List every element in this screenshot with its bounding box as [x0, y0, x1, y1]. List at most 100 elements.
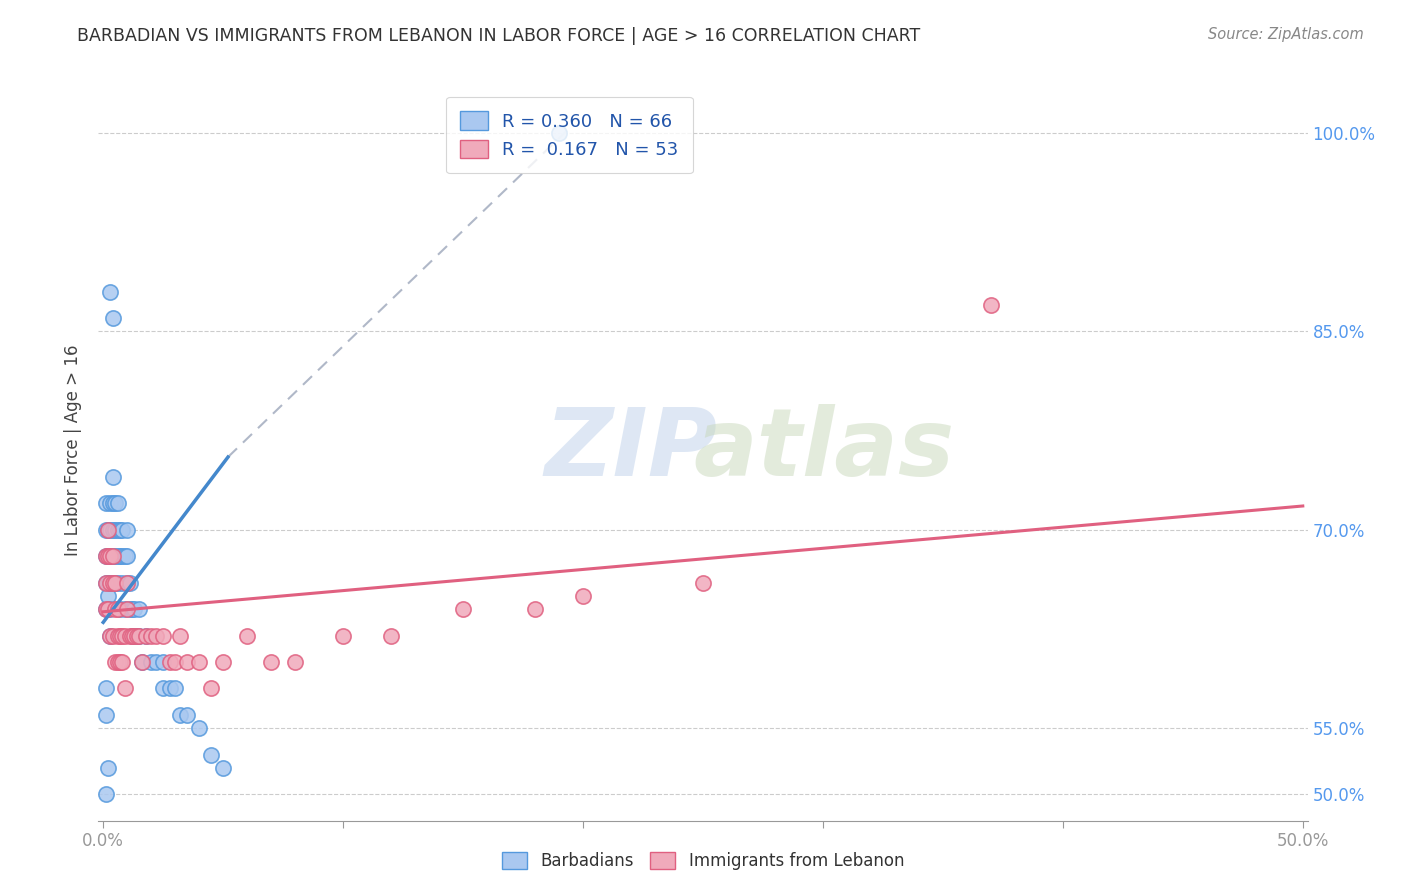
Point: [100, 496, 122, 510]
Point: [104, 549, 127, 564]
Point: [128, 602, 150, 616]
Point: [104, 575, 127, 590]
Point: [131, 655, 153, 669]
Point: [128, 629, 150, 643]
Point: [97, 761, 120, 775]
Point: [101, 549, 124, 564]
Point: [115, 575, 138, 590]
Point: [100, 629, 122, 643]
Point: [451, 602, 474, 616]
Point: [332, 629, 354, 643]
Point: [128, 629, 150, 643]
Point: [169, 707, 191, 722]
Point: [94, 707, 117, 722]
Point: [111, 655, 134, 669]
Y-axis label: In Labor Force | Age > 16: In Labor Force | Age > 16: [65, 344, 83, 557]
Point: [108, 549, 131, 564]
Text: Source: ZipAtlas.com: Source: ZipAtlas.com: [1208, 27, 1364, 42]
Point: [94, 575, 117, 590]
Point: [115, 575, 138, 590]
Point: [188, 721, 211, 735]
Point: [124, 602, 146, 616]
Point: [97, 523, 120, 537]
Point: [107, 629, 129, 643]
Point: [94, 681, 117, 696]
Point: [100, 549, 122, 564]
Point: [114, 549, 136, 564]
Point: [284, 655, 307, 669]
Point: [159, 655, 181, 669]
Point: [100, 575, 122, 590]
Point: [111, 629, 134, 643]
Point: [104, 496, 127, 510]
Point: [115, 549, 138, 564]
Point: [125, 629, 148, 643]
Point: [94, 602, 117, 616]
Point: [101, 523, 124, 537]
Point: [114, 629, 136, 643]
Point: [176, 707, 198, 722]
Point: [692, 575, 714, 590]
Point: [94, 549, 117, 564]
Point: [100, 285, 122, 299]
Legend: Barbadians, Immigrants from Lebanon: Barbadians, Immigrants from Lebanon: [495, 845, 911, 877]
Point: [104, 523, 127, 537]
Point: [104, 602, 127, 616]
Point: [101, 470, 124, 484]
Point: [141, 629, 163, 643]
Point: [165, 681, 187, 696]
Point: [152, 681, 174, 696]
Point: [101, 629, 124, 643]
Point: [121, 629, 143, 643]
Point: [94, 787, 117, 801]
Point: [108, 602, 131, 616]
Point: [97, 549, 120, 564]
Point: [97, 523, 120, 537]
Point: [108, 655, 131, 669]
Point: [135, 629, 157, 643]
Point: [200, 747, 222, 762]
Point: [94, 523, 117, 537]
Point: [97, 549, 120, 564]
Point: [118, 575, 141, 590]
Point: [94, 496, 117, 510]
Point: [548, 126, 571, 140]
Point: [121, 629, 143, 643]
Point: [97, 602, 120, 616]
Point: [131, 655, 153, 669]
Point: [97, 575, 120, 590]
Point: [94, 549, 117, 564]
Point: [114, 681, 136, 696]
Point: [104, 655, 127, 669]
Point: [100, 575, 122, 590]
Point: [100, 602, 122, 616]
Point: [100, 549, 122, 564]
Point: [152, 629, 174, 643]
Point: [115, 523, 138, 537]
Point: [236, 629, 259, 643]
Point: [101, 311, 124, 326]
Point: [107, 549, 129, 564]
Point: [200, 681, 222, 696]
Point: [572, 589, 595, 603]
Point: [101, 549, 124, 564]
Point: [107, 655, 129, 669]
Point: [176, 655, 198, 669]
Point: [114, 602, 136, 616]
Point: [188, 655, 211, 669]
Point: [101, 575, 124, 590]
Point: [100, 629, 122, 643]
Point: [980, 298, 1002, 312]
Point: [145, 629, 167, 643]
Point: [108, 629, 131, 643]
Text: atlas: atlas: [693, 404, 955, 497]
Point: [107, 496, 129, 510]
Legend: R = 0.360   N = 66, R =  0.167   N = 53: R = 0.360 N = 66, R = 0.167 N = 53: [446, 96, 693, 173]
Point: [108, 523, 131, 537]
Point: [125, 629, 148, 643]
Point: [380, 629, 402, 643]
Point: [524, 602, 547, 616]
Point: [169, 629, 191, 643]
Point: [152, 655, 174, 669]
Point: [145, 655, 167, 669]
